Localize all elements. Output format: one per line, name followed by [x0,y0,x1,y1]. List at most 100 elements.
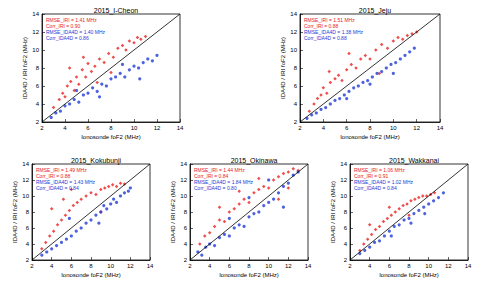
svg-text:2: 2 [40,125,44,131]
svg-text:10: 10 [390,125,397,131]
svg-text:4: 4 [36,101,40,107]
svg-text:8: 8 [344,209,348,215]
svg-text:4: 4 [208,263,212,269]
svg-text:IDA4D / IRI foF2 (MHz): IDA4D / IRI foF2 (MHz) [12,181,18,243]
svg-text:6: 6 [184,225,188,231]
svg-text:2: 2 [188,263,192,269]
svg-text:12: 12 [32,29,39,35]
svg-text:6: 6 [228,263,232,269]
svg-text:IDA4D / IRI foF2 (MHz): IDA4D / IRI foF2 (MHz) [330,181,336,243]
svg-text:14: 14 [147,263,154,269]
svg-text:8: 8 [184,209,188,215]
svg-text:RMSE_IRI = 1.49 MHz: RMSE_IRI = 1.49 MHz [36,166,87,173]
svg-text:12: 12 [285,263,292,269]
svg-text:IDA4D / IRI foF2 (MHz): IDA4D / IRI foF2 (MHz) [280,37,286,99]
svg-text:Corr_IRI = 0.88: Corr_IRI = 0.88 [36,172,71,179]
svg-text:2: 2 [36,119,40,125]
svg-text:Corr_IDA4D = 0.80: Corr_IDA4D = 0.80 [194,185,237,191]
svg-text:4: 4 [322,125,326,131]
svg-text:14: 14 [22,161,29,167]
svg-text:14: 14 [340,161,347,167]
svg-text:8: 8 [368,125,372,131]
svg-text:8: 8 [26,209,30,215]
svg-text:10: 10 [290,47,297,53]
svg-text:6: 6 [70,263,74,269]
svg-text:8: 8 [247,263,251,269]
svg-text:6: 6 [86,125,90,131]
svg-text:12: 12 [180,177,187,183]
svg-text:4: 4 [368,263,372,269]
svg-text:RMSE_IDA4D = 1.40 MHz: RMSE_IDA4D = 1.40 MHz [46,28,106,35]
svg-text:2015_Jeju: 2015_Jeju [359,7,391,15]
svg-text:2: 2 [344,257,348,263]
svg-text:Ionosonde foF2 (MHz): Ionosonde foF2 (MHz) [379,272,439,278]
svg-text:Corr_IDA4D = 0.86: Corr_IDA4D = 0.86 [46,35,89,41]
svg-text:10: 10 [425,263,432,269]
svg-text:14: 14 [437,125,444,131]
svg-text:2015_Kokubunji: 2015_Kokubunji [71,157,122,165]
svg-text:IDA4D / IRI foF2 (MHz): IDA4D / IRI foF2 (MHz) [22,37,28,99]
svg-text:Corr_IRI = 0.88: Corr_IRI = 0.88 [304,22,339,29]
svg-text:8: 8 [89,263,93,269]
svg-text:10: 10 [180,193,187,199]
svg-text:2015_Wakkanai: 2015_Wakkanai [389,157,439,165]
svg-text:Ionosonde foF2 (MHz): Ionosonde foF2 (MHz) [340,134,400,140]
svg-text:10: 10 [22,193,29,199]
svg-text:14: 14 [180,161,187,167]
svg-text:Ionosonde foF2 (MHz): Ionosonde foF2 (MHz) [81,134,141,140]
svg-text:RMSE_IDA4D = 1.43 MHz: RMSE_IDA4D = 1.43 MHz [36,178,96,185]
svg-text:4: 4 [50,263,54,269]
svg-text:6: 6 [36,83,40,89]
svg-text:IDA4D / IRI foF2 (MHz): IDA4D / IRI foF2 (MHz) [170,181,176,243]
svg-text:12: 12 [22,177,29,183]
svg-text:Corr_IDA4D = 0.84: Corr_IDA4D = 0.84 [354,185,397,191]
svg-text:Corr_IDA4D = 0.88: Corr_IDA4D = 0.88 [304,35,347,41]
svg-text:10: 10 [131,125,138,131]
svg-text:2: 2 [348,263,352,269]
svg-text:4: 4 [26,241,30,247]
svg-text:4: 4 [294,101,298,107]
svg-text:14: 14 [177,125,184,131]
svg-text:4: 4 [344,241,348,247]
svg-text:10: 10 [265,263,272,269]
svg-text:2: 2 [294,119,298,125]
svg-text:RMSE_IDA4D = 1.38 MHz: RMSE_IDA4D = 1.38 MHz [304,28,364,35]
svg-text:14: 14 [305,263,312,269]
svg-text:6: 6 [388,263,392,269]
svg-text:Ionosonde foF2 (MHz): Ionosonde foF2 (MHz) [219,272,279,278]
svg-text:6: 6 [294,83,298,89]
svg-text:10: 10 [32,47,39,53]
svg-text:4: 4 [63,125,67,131]
svg-text:RMSE_IRI = 1.51 MHz: RMSE_IRI = 1.51 MHz [304,16,355,23]
svg-text:Corr_IRI = 0.90: Corr_IRI = 0.90 [46,22,81,29]
svg-text:2: 2 [26,257,30,263]
svg-text:12: 12 [445,263,452,269]
svg-text:14: 14 [290,11,297,17]
svg-text:6: 6 [344,225,348,231]
svg-text:Ionosonde foF2 (MHz): Ionosonde foF2 (MHz) [61,272,121,278]
svg-text:12: 12 [127,263,134,269]
svg-text:2: 2 [30,263,34,269]
svg-text:12: 12 [413,125,420,131]
svg-text:Corr_IDA4D = 0.84: Corr_IDA4D = 0.84 [36,185,79,191]
svg-text:2015_I-Cheon: 2015_I-Cheon [94,7,138,15]
svg-text:8: 8 [36,65,40,71]
svg-text:6: 6 [26,225,30,231]
svg-text:12: 12 [290,29,297,35]
svg-text:8: 8 [294,65,298,71]
svg-text:12: 12 [154,125,161,131]
svg-text:RMSE_IRI = 1.44 MHz: RMSE_IRI = 1.44 MHz [194,166,245,173]
svg-text:14: 14 [32,11,39,17]
svg-text:2: 2 [298,125,302,131]
svg-text:6: 6 [345,125,349,131]
svg-text:8: 8 [109,125,113,131]
svg-text:10: 10 [107,263,114,269]
svg-text:8: 8 [407,263,411,269]
svg-text:4: 4 [184,241,188,247]
svg-text:2015_Okinawa: 2015_Okinawa [231,157,278,165]
svg-text:10: 10 [340,193,347,199]
svg-text:14: 14 [465,263,472,269]
svg-text:2: 2 [184,257,188,263]
svg-text:12: 12 [340,177,347,183]
svg-text:RMSE_IRI = 1.41 MHz: RMSE_IRI = 1.41 MHz [46,16,97,23]
